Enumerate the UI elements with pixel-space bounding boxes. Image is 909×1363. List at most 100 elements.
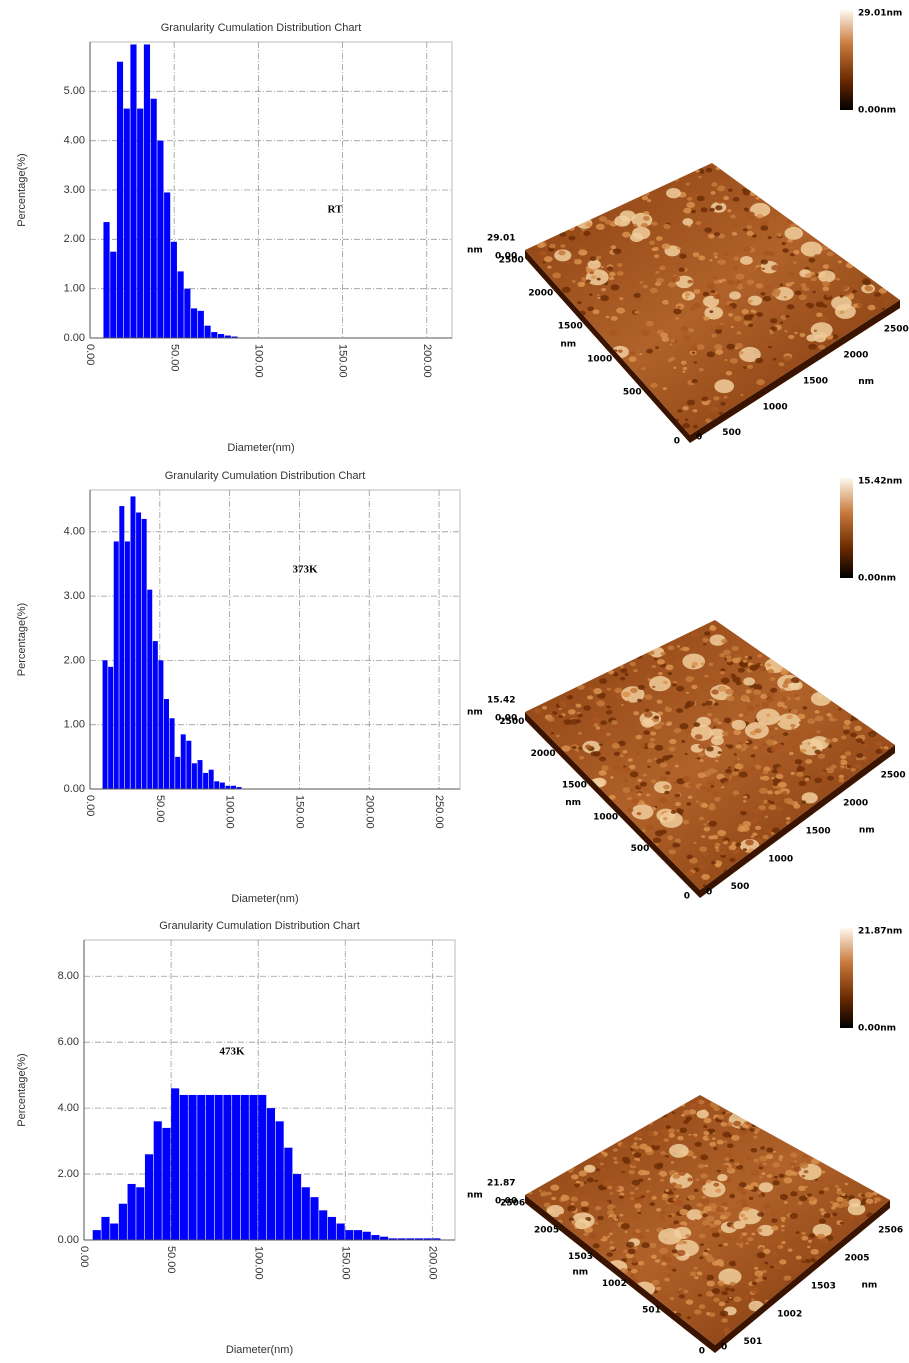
surface-grain <box>721 638 728 644</box>
surface-grain <box>694 1309 702 1315</box>
surface-grain <box>731 771 739 776</box>
surface-grain <box>725 688 734 695</box>
bar <box>275 1121 284 1240</box>
surface-grain <box>638 1261 645 1266</box>
surface-grain <box>544 256 553 263</box>
surface-grain <box>782 683 789 689</box>
surface-grain <box>685 1234 690 1238</box>
x-tick-label: 1002 <box>777 1309 802 1319</box>
surface-grain <box>698 175 702 179</box>
surface-grain <box>711 689 719 695</box>
surface-grain <box>650 731 657 736</box>
surface-grain <box>832 713 841 720</box>
surface-grain <box>745 689 752 694</box>
surface-grain <box>715 755 720 759</box>
surface-grain <box>780 1224 785 1228</box>
surface-grain <box>836 278 841 281</box>
surface-grain <box>689 1134 695 1139</box>
surface-grain <box>682 646 690 652</box>
surface-grain <box>722 1235 726 1238</box>
origin-label: 0 <box>706 888 712 898</box>
surface-grain <box>797 1201 803 1206</box>
surface-grain <box>671 683 677 687</box>
surface-grain <box>753 1135 758 1139</box>
surface-grain <box>856 738 863 743</box>
surface-grain <box>705 700 713 706</box>
surface-grain <box>599 724 608 731</box>
surface-grain <box>795 1255 802 1260</box>
surface-grain <box>701 803 709 808</box>
surface-grain <box>717 179 726 185</box>
surface-grain <box>767 668 775 674</box>
surface-grain <box>813 329 817 332</box>
surface-grain <box>724 252 730 256</box>
surface-grain <box>636 1209 641 1212</box>
surface-grain <box>737 1126 741 1129</box>
bar <box>197 310 204 338</box>
surface-grain <box>600 295 609 302</box>
surface-grain <box>770 687 778 693</box>
surface-grain <box>884 301 889 304</box>
surface-grain <box>634 1203 642 1209</box>
bar <box>101 1216 110 1240</box>
x-unit: nm <box>859 826 875 836</box>
surface-grain <box>643 654 648 658</box>
surface-grain <box>766 691 775 698</box>
x-tick-label: 0.00 <box>84 795 96 816</box>
z-max: 15.42 <box>487 696 515 706</box>
surface-grain <box>800 748 807 753</box>
surface-grain <box>854 725 862 732</box>
surface-grain <box>746 279 755 285</box>
surface-grain <box>759 665 767 671</box>
surface-grain <box>596 255 602 260</box>
surface-grain <box>719 850 727 856</box>
surface-grain <box>762 834 769 840</box>
surface-grain <box>762 1203 771 1209</box>
surface-grain <box>738 350 744 355</box>
surface-grain <box>798 1185 806 1192</box>
surface-grain <box>669 1223 677 1229</box>
surface-grain <box>754 1128 761 1132</box>
surface-grain <box>586 1177 594 1183</box>
surface-grain <box>561 286 571 293</box>
surface-grain <box>703 826 711 832</box>
surface-grain <box>733 1296 742 1303</box>
surface-grain <box>700 1154 709 1161</box>
surface-grain <box>788 271 795 276</box>
surface-grain <box>668 849 676 855</box>
surface-grain <box>729 1281 736 1286</box>
surface-grain <box>599 1162 604 1166</box>
surface-grain <box>730 1192 735 1195</box>
surface-grain <box>656 236 663 241</box>
surface-grain <box>574 1218 590 1230</box>
surface-grain <box>644 1146 653 1153</box>
surface-grain <box>752 832 758 837</box>
surface-grain <box>608 1216 614 1220</box>
surface-grain <box>756 838 763 843</box>
surface-grain <box>572 1229 578 1234</box>
surface-grain <box>810 1158 820 1165</box>
surface-grain <box>807 731 813 736</box>
surface-grain <box>612 672 619 677</box>
surface-grain <box>766 697 774 703</box>
surface-grain <box>664 1134 670 1138</box>
surface-grain <box>609 776 614 779</box>
surface-grain <box>742 743 747 747</box>
surface-grain <box>571 1174 579 1180</box>
surface-grain <box>691 378 698 384</box>
surface-grain <box>622 750 628 754</box>
x-tick-label: 50.00 <box>168 344 180 372</box>
surface-grain <box>818 344 826 350</box>
surface-grain <box>827 744 833 748</box>
surface-grain <box>864 1191 873 1198</box>
surface-grain <box>778 1158 783 1162</box>
surface-grain <box>883 746 889 750</box>
y-tick-label: 500 <box>631 844 650 854</box>
y-tick-label: 2005 <box>534 1225 559 1235</box>
surface-grain <box>625 700 630 704</box>
surface-grain <box>721 1201 729 1207</box>
surface-grain <box>731 645 739 651</box>
surface-grain <box>654 744 664 751</box>
surface-grain <box>731 719 746 730</box>
surface-grain <box>649 240 656 245</box>
